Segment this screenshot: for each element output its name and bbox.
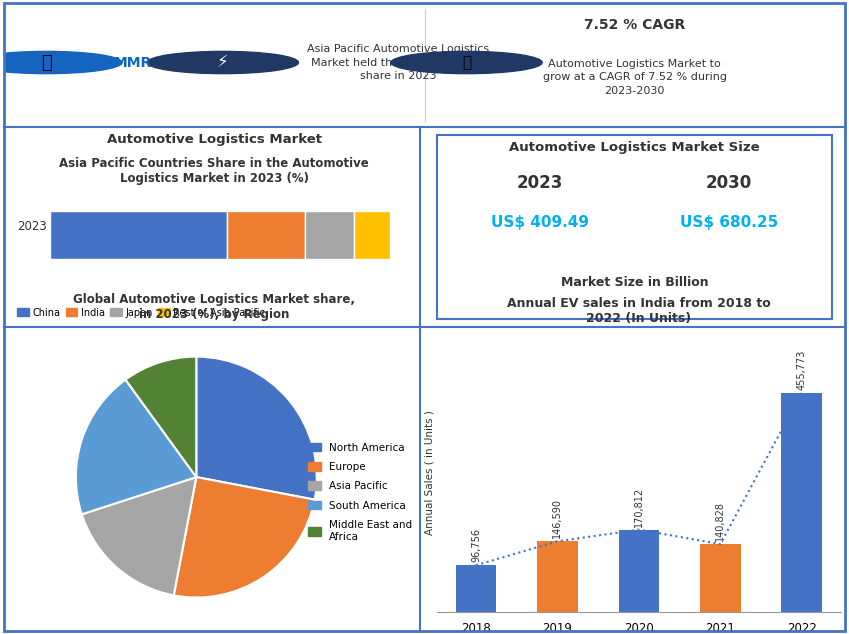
Text: Automotive Logistics Market to
grow at a CAGR of 7.52 % during
2023-2030: Automotive Logistics Market to grow at a…: [543, 59, 727, 96]
Bar: [456, 566, 497, 612]
Text: US$ 680.25: US$ 680.25: [680, 215, 778, 230]
Text: Automotive Logistics Market Size: Automotive Logistics Market Size: [509, 141, 760, 154]
Text: 2023: 2023: [517, 174, 564, 191]
Text: 455,773: 455,773: [797, 349, 807, 390]
Title: Annual EV sales in India from 2018 to
2022 (In Units): Annual EV sales in India from 2018 to 20…: [507, 297, 771, 325]
Text: 146,590: 146,590: [553, 498, 562, 538]
Text: US$ 409.49: US$ 409.49: [492, 215, 589, 230]
Text: 170,812: 170,812: [634, 487, 644, 527]
Text: Market Size in Billion: Market Size in Billion: [561, 276, 708, 289]
Text: 96,756: 96,756: [471, 528, 481, 562]
Wedge shape: [76, 380, 196, 514]
Text: MMR: MMR: [114, 56, 152, 70]
FancyBboxPatch shape: [227, 210, 305, 259]
FancyBboxPatch shape: [305, 210, 354, 259]
Wedge shape: [82, 477, 196, 595]
Text: 🔥: 🔥: [462, 55, 471, 70]
FancyBboxPatch shape: [49, 210, 227, 259]
Text: 🌐: 🌐: [41, 53, 52, 72]
Text: 140,828: 140,828: [716, 501, 725, 541]
Text: Asia Pacific Automotive Logistics
Market held the largest market
share in 2023: Asia Pacific Automotive Logistics Market…: [306, 44, 489, 81]
Wedge shape: [126, 356, 196, 477]
Text: 2030: 2030: [706, 174, 752, 191]
Text: Automotive Logistics Market: Automotive Logistics Market: [107, 133, 322, 146]
Circle shape: [391, 51, 543, 74]
Legend: North America, Europe, Asia Pacific, South America, Middle East and
Africa: North America, Europe, Asia Pacific, Sou…: [304, 439, 416, 546]
Y-axis label: Annual Sales ( in Units ): Annual Sales ( in Units ): [424, 410, 435, 534]
Text: 7.52 % CAGR: 7.52 % CAGR: [584, 18, 685, 32]
Text: 2023: 2023: [17, 220, 47, 233]
Wedge shape: [196, 356, 317, 500]
Title: Global Automotive Logistics Market share,
in 2023 (%), by Region: Global Automotive Logistics Market share…: [73, 293, 356, 321]
Bar: [537, 541, 578, 612]
Circle shape: [0, 51, 122, 74]
Bar: [619, 529, 659, 612]
FancyBboxPatch shape: [354, 210, 390, 259]
Text: Asia Pacific Countries Share in the Automotive
Logistics Market in 2023 (%): Asia Pacific Countries Share in the Auto…: [59, 157, 369, 184]
Bar: [781, 392, 822, 612]
Wedge shape: [174, 477, 315, 597]
Legend: China, India, Japan, Rest of Asia Pacific: China, India, Japan, Rest of Asia Pacifi…: [14, 304, 269, 321]
Text: ⚡: ⚡: [217, 53, 228, 72]
Circle shape: [147, 51, 299, 74]
Bar: [700, 544, 740, 612]
